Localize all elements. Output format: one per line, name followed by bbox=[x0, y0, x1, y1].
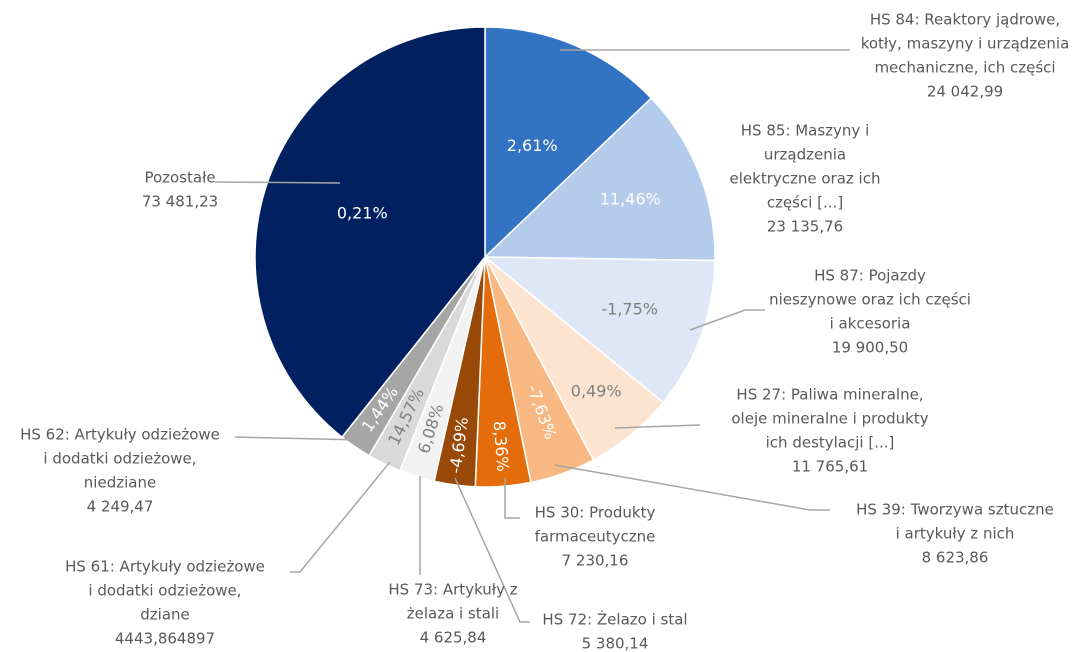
category-label: kotły, maszyny i urządzenia bbox=[861, 35, 1070, 53]
category-label: HS 30: Produkty bbox=[535, 504, 656, 522]
value-label: 19 900,50 bbox=[832, 339, 908, 357]
category-label: farmaceutyczne bbox=[535, 528, 656, 546]
value-label: 8 623,86 bbox=[922, 549, 989, 567]
value-label: 23 135,76 bbox=[767, 218, 843, 236]
change-label: 11,46% bbox=[600, 190, 661, 209]
change-label: -1,75% bbox=[601, 299, 658, 318]
category-label: HS 87: Pojazdy bbox=[814, 267, 926, 285]
change-label: 8,36% bbox=[490, 420, 513, 472]
value-label: 4 249,47 bbox=[87, 498, 154, 516]
pie-slice bbox=[482, 256, 716, 404]
leader-line bbox=[689, 309, 765, 331]
category-label: i dodatki odzieżowe, bbox=[43, 450, 196, 468]
value-label: 24 042,99 bbox=[927, 83, 1003, 101]
leader-line bbox=[234, 436, 363, 441]
category-label: mechaniczne, ich części bbox=[874, 59, 1055, 77]
category-label: HS 61: Artykuły odzieżowe bbox=[65, 558, 265, 576]
category-label: ich destylacji [...] bbox=[766, 434, 895, 452]
value-label: 73 481,23 bbox=[142, 193, 218, 211]
category-label: HS 39: Tworzywa sztuczne bbox=[856, 501, 1054, 519]
change-label: 0,49% bbox=[571, 382, 622, 401]
category-label: Pozostałe bbox=[144, 169, 215, 187]
category-label: HS 62: Artykuły odzieżowe bbox=[20, 426, 220, 444]
pie-slice bbox=[483, 97, 716, 262]
leader-line bbox=[454, 477, 530, 623]
value-label: 5 380,14 bbox=[582, 635, 649, 652]
category-label: elektryczne oraz ich bbox=[730, 170, 881, 188]
category-label: niedziane bbox=[84, 474, 156, 492]
category-label: oleje mineralne i produkty bbox=[731, 410, 928, 428]
leader-line bbox=[214, 181, 341, 184]
category-label: HS 85: Maszyny i bbox=[741, 122, 870, 140]
category-label: części [...] bbox=[767, 194, 843, 212]
category-label: HS 27: Paliwa mineralne, bbox=[736, 386, 923, 404]
category-label: HS 73: Artykuły z bbox=[388, 581, 517, 599]
value-label: 11 765,61 bbox=[792, 458, 868, 476]
change-label: 0,21% bbox=[337, 204, 388, 223]
pie-slice bbox=[254, 26, 486, 439]
category-label: żelaza i stali bbox=[407, 605, 499, 623]
category-label: urządzenia bbox=[764, 146, 846, 164]
category-label: HS 72: Żelazo i stal bbox=[542, 610, 687, 629]
category-label: dziane bbox=[140, 606, 190, 624]
value-label: 4 625,84 bbox=[420, 629, 487, 647]
change-label: 2,61% bbox=[507, 136, 558, 155]
leader-line bbox=[554, 464, 830, 511]
category-label: i dodatki odzieżowe, bbox=[88, 582, 241, 600]
category-label: nieszynowe oraz ich części bbox=[769, 291, 971, 309]
category-label: HS 84: Reaktory jądrowe, bbox=[870, 11, 1060, 29]
leader-line bbox=[614, 424, 701, 429]
leader-line bbox=[504, 478, 520, 519]
category-label: i akcesoria bbox=[830, 315, 911, 333]
leader-line bbox=[290, 461, 391, 573]
value-label: 7 230,16 bbox=[562, 552, 629, 570]
value-label: 4443,864897 bbox=[115, 630, 215, 648]
pie-slice bbox=[484, 26, 653, 259]
category-label: i artykuły z nich bbox=[896, 525, 1015, 543]
